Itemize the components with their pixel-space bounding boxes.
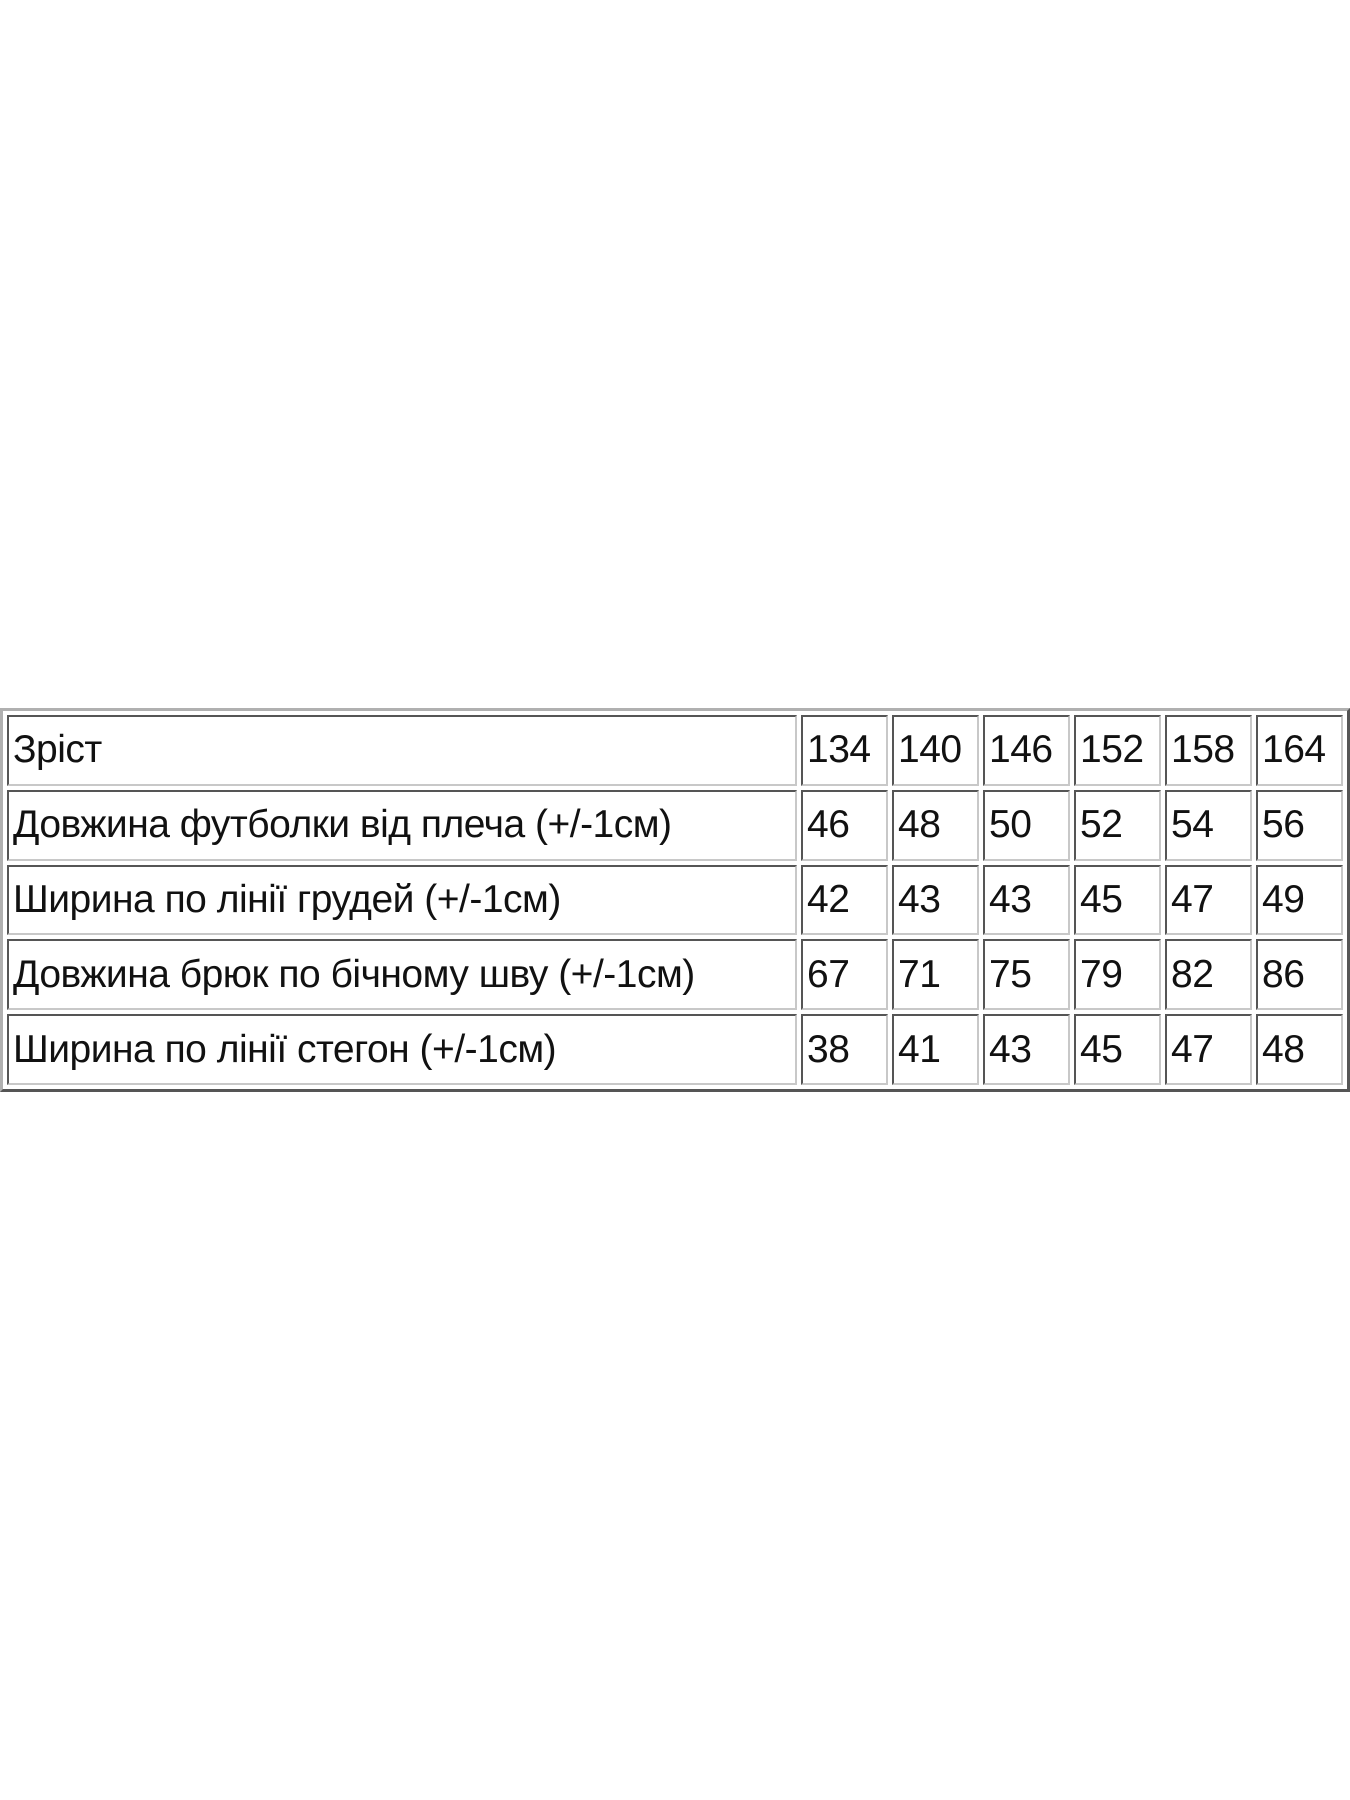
table-row: Ширина по лінії стегон (+/-1см) 38 41 43 45 4… [7, 1014, 1343, 1085]
cell-value: 48 [892, 789, 979, 861]
cell-value: 43 [983, 864, 1070, 936]
cell-value: 50 [983, 789, 1070, 861]
row-label: Довжина брюк по бічному шву (+/-1см) [7, 939, 797, 1011]
cell-value: 47 [1165, 1014, 1252, 1085]
cell-value: 54 [1165, 789, 1252, 861]
cell-value: 42 [801, 864, 888, 936]
cell-value: 134 [801, 715, 888, 786]
cell-value: 71 [892, 939, 979, 1011]
row-label: Ширина по лінії грудей (+/-1см) [7, 864, 797, 936]
cell-value: 56 [1256, 789, 1343, 861]
cell-value: 158 [1165, 715, 1252, 786]
cell-value: 43 [892, 864, 979, 936]
cell-value: 49 [1256, 864, 1343, 936]
cell-value: 86 [1256, 939, 1343, 1011]
cell-value: 146 [983, 715, 1070, 786]
cell-value: 47 [1165, 864, 1252, 936]
cell-value: 82 [1165, 939, 1252, 1011]
cell-value: 46 [801, 789, 888, 861]
cell-value: 152 [1074, 715, 1161, 786]
cell-value: 164 [1256, 715, 1343, 786]
cell-value: 41 [892, 1014, 979, 1085]
cell-value: 52 [1074, 789, 1161, 861]
table-row: Довжина брюк по бічному шву (+/-1см) 67 71… [7, 939, 1343, 1011]
row-label: Довжина футболки від плеча (+/-1см) [7, 789, 797, 861]
cell-value: 67 [801, 939, 888, 1011]
cell-value: 45 [1074, 864, 1161, 936]
cell-value: 140 [892, 715, 979, 786]
size-chart-table: Зріст 134 140 146 152 158 164 Довжина футболки … [0, 708, 1350, 1092]
cell-value: 48 [1256, 1014, 1343, 1085]
row-label: Ширина по лінії стегон (+/-1см) [7, 1014, 797, 1085]
cell-value: 75 [983, 939, 1070, 1011]
row-label: Зріст [7, 715, 797, 786]
header-row: Зріст 134 140 146 152 158 164 [7, 715, 1343, 786]
cell-value: 38 [801, 1014, 888, 1085]
table-row: Довжина футболки від плеча (+/-1см) 46 48 5… [7, 789, 1343, 861]
table-row: Ширина по лінії грудей (+/-1см) 42 43 43 45 4… [7, 864, 1343, 936]
cell-value: 43 [983, 1014, 1070, 1085]
cell-value: 79 [1074, 939, 1161, 1011]
cell-value: 45 [1074, 1014, 1161, 1085]
